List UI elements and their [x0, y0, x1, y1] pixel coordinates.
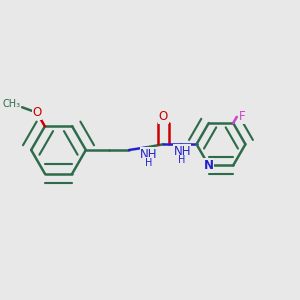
Text: N: N — [204, 159, 214, 172]
Text: H: H — [178, 155, 186, 165]
Text: NH: NH — [140, 148, 158, 161]
Text: O: O — [32, 106, 42, 119]
Text: F: F — [239, 110, 246, 123]
Text: O: O — [159, 110, 168, 123]
Text: H: H — [146, 158, 153, 168]
Text: CH₃: CH₃ — [2, 99, 21, 110]
Text: NH: NH — [173, 145, 191, 158]
